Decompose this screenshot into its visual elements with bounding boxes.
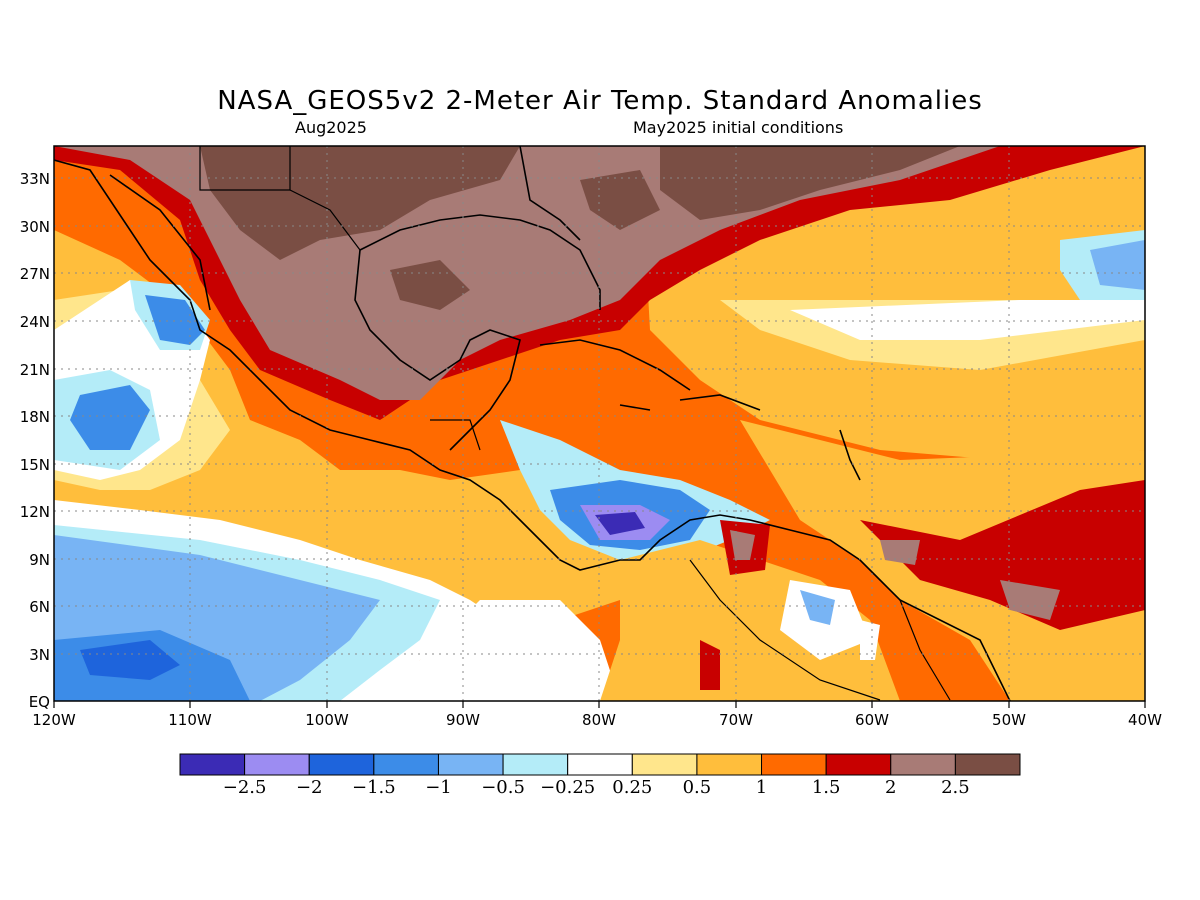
- lat-label-21n: 21N: [20, 361, 50, 379]
- field-panama-white: [380, 600, 620, 701]
- coastlines: [54, 146, 1011, 701]
- lesser-antilles: [839, 429, 861, 481]
- border-guyana: [899, 599, 951, 701]
- baja-california: [109, 174, 211, 311]
- colorbar-swatch: [373, 753, 439, 776]
- lat-label-24n: 24N: [20, 313, 50, 331]
- colorbar-label: 0.5: [683, 777, 712, 798]
- lat-label-eq: EQ: [29, 693, 50, 711]
- colorbar-swatch: [825, 753, 892, 776]
- field-n-darkbrown2: [660, 146, 960, 220]
- colorbar-swatch: [244, 753, 310, 776]
- border-colombia-venezuela: [689, 559, 881, 701]
- field-ne-blue: [1090, 240, 1145, 290]
- field-sa-light: [600, 540, 900, 701]
- field-ne-white: [790, 300, 1145, 340]
- colorbar-swatch: [308, 753, 375, 776]
- field-se-brown: [1000, 580, 1060, 620]
- tick-marks: [53, 701, 1146, 708]
- cuba: [539, 339, 691, 391]
- grid: [54, 146, 1145, 701]
- colorbar-label: 0.25: [612, 777, 652, 798]
- anomaly-field: [54, 146, 1145, 701]
- lat-label-18n: 18N: [20, 408, 50, 426]
- colorbar-swatch: [437, 753, 504, 776]
- colorbar-label: 1: [756, 777, 767, 798]
- field-se-red: [860, 480, 1145, 630]
- forecast-month: Aug2025: [295, 118, 367, 137]
- lon-label-100w: 100W: [305, 711, 349, 729]
- colorbar-swatch: [761, 753, 827, 776]
- lon-label-110w: 110W: [168, 711, 212, 729]
- border-guatemala: [430, 419, 481, 451]
- colorbar-swatch: [890, 753, 956, 776]
- hispaniola: [679, 394, 761, 411]
- colorbar-label: −1: [425, 777, 452, 798]
- initial-conditions-label: May2025 initial conditions: [633, 118, 844, 137]
- map-title: NASA_GEOS5v2 2-Meter Air Temp. Standard …: [217, 86, 983, 116]
- longitude-labels: 120W 110W 100W 90W 80W 70W 60W 50W 40W: [32, 711, 1162, 729]
- colorbar-label: −2.5: [223, 777, 267, 798]
- gulf-coast-mexico: [354, 249, 521, 451]
- lon-label-60w: 60W: [855, 711, 889, 729]
- lat-label-30n: 30N: [20, 218, 50, 236]
- lon-label-40w: 40W: [1128, 711, 1162, 729]
- lat-label-15n: 15N: [20, 456, 50, 474]
- field-n-darkbrown4: [580, 170, 660, 230]
- colorbar-label: 1.5: [812, 777, 841, 798]
- colorbar-label: 2.5: [941, 777, 970, 798]
- field-n-darkbrown3: [390, 260, 470, 310]
- field-sa-red2: [700, 640, 720, 690]
- lon-label-120w: 120W: [32, 711, 76, 729]
- colorbar-label: −0.25: [540, 777, 595, 798]
- field-sw-darkblue: [80, 640, 180, 680]
- border-us-mexico-2: [289, 189, 361, 251]
- colorbar-swatch: [567, 753, 633, 776]
- field-n-darkbrown1: [200, 146, 520, 260]
- colorbar-label: −1.5: [352, 777, 396, 798]
- field-sa-blue: [800, 590, 835, 625]
- gulf-coast-north: [359, 214, 601, 310]
- jamaica: [619, 404, 651, 411]
- lat-label-12n: 12N: [20, 503, 50, 521]
- pacific-caribbean-coast: [54, 159, 1011, 701]
- us-southeast-coast: [519, 146, 581, 241]
- field-sa-white2: [860, 620, 880, 660]
- lat-label-27n: 27N: [20, 265, 50, 283]
- lon-label-90w: 90W: [446, 711, 480, 729]
- colorbar-swatch: [696, 753, 763, 776]
- field-w-blue: [70, 385, 150, 450]
- colorbar-label: 2: [885, 777, 896, 798]
- lat-label-3n: 3N: [29, 646, 50, 664]
- borders: [199, 146, 951, 701]
- lat-label-33n: 33N: [20, 170, 50, 188]
- colorbar-swatch: [502, 753, 569, 776]
- lon-label-70w: 70W: [719, 711, 753, 729]
- field-carib-darkpurple: [595, 512, 645, 535]
- lon-label-50w: 50W: [992, 711, 1026, 729]
- colorbar-swatch: [179, 753, 246, 776]
- colorbar-swatch: [631, 753, 698, 776]
- colorbar-label: −2: [296, 777, 323, 798]
- colorbar-swatch: [954, 753, 1021, 776]
- lat-label-9n: 9N: [29, 551, 50, 569]
- lat-label-6n: 6N: [29, 598, 50, 616]
- border-us-mexico-1: [199, 146, 291, 191]
- lon-label-80w: 80W: [582, 711, 616, 729]
- colorbar-label: −0.5: [481, 777, 525, 798]
- colorbar: −2.5 −2 −1.5 −1 −0.5 −0.25 0.25 0.5 1 1.5 2 2.5: [179, 753, 1021, 798]
- latitude-labels: 33N 30N 27N 24N 21N 18N 15N 12N 9N 6N 3N…: [20, 170, 50, 711]
